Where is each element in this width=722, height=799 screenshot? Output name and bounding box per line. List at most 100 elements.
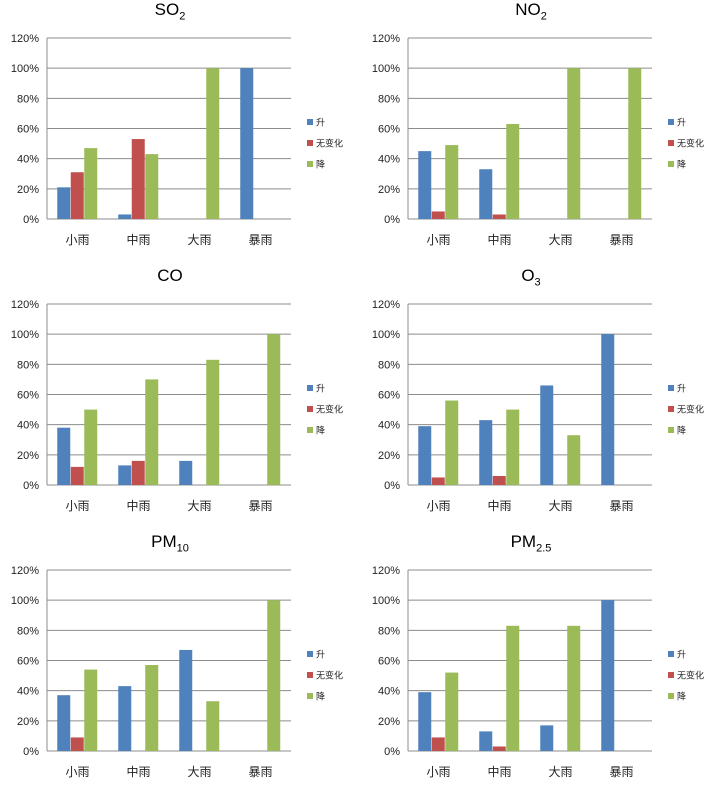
bar-down bbox=[84, 409, 98, 485]
x-category-label: 小雨 bbox=[65, 499, 89, 513]
y-tick-label: 40% bbox=[17, 154, 39, 166]
chart-co: CO 0% 20% 40% 60% 80% 100% 120% 小雨 中雨 大雨 暴雨 升无变化降 bbox=[0, 266, 361, 532]
legend-label-down: 降 bbox=[677, 159, 686, 171]
y-tick-label: 60% bbox=[378, 390, 400, 402]
bar-up bbox=[418, 151, 432, 219]
chart-no2: NO2 0% 20% 40% 60% 80% 100% 120% 小雨 中雨 大雨 暴雨 升无变化降 bbox=[361, 0, 722, 266]
legend-label-nochange: 无变化 bbox=[677, 138, 704, 150]
bar-down bbox=[445, 672, 459, 751]
bar-up bbox=[240, 68, 254, 220]
x-category-label: 大雨 bbox=[187, 499, 211, 513]
chart-title: PM2.5 bbox=[510, 532, 552, 555]
legend-label-down: 降 bbox=[316, 159, 325, 171]
y-tick-label: 100% bbox=[372, 63, 400, 75]
x-category-label: 暴雨 bbox=[248, 765, 272, 779]
bar-nochange bbox=[431, 211, 445, 219]
y-tick-label: 0% bbox=[23, 480, 39, 492]
legend-swatch-nochange bbox=[668, 406, 674, 412]
bar-down bbox=[145, 379, 159, 485]
chart-title: SO2 bbox=[154, 0, 186, 23]
legend-label-up: 升 bbox=[677, 384, 686, 395]
bar-down bbox=[567, 435, 581, 485]
bar-down bbox=[206, 701, 220, 751]
x-category-label: 暴雨 bbox=[248, 499, 272, 513]
bar-down bbox=[506, 409, 520, 485]
legend-swatch-nochange bbox=[307, 672, 313, 678]
legend-swatch-nochange bbox=[668, 140, 674, 146]
legend-swatch-down bbox=[307, 161, 313, 167]
bar-up bbox=[418, 692, 432, 751]
y-tick-label: 120% bbox=[372, 33, 400, 45]
legend-swatch-up bbox=[307, 385, 313, 391]
bar-down bbox=[567, 625, 581, 751]
x-category-label: 中雨 bbox=[487, 498, 511, 513]
x-category-label: 暴雨 bbox=[609, 499, 633, 513]
legend-label-up: 升 bbox=[677, 650, 686, 661]
bar-up bbox=[540, 385, 554, 485]
y-tick-label: 60% bbox=[17, 656, 39, 668]
bar-nochange bbox=[431, 477, 445, 485]
x-category-label: 中雨 bbox=[126, 764, 150, 779]
y-tick-label: 100% bbox=[372, 595, 400, 607]
legend-swatch-nochange bbox=[307, 140, 313, 146]
bar-nochange bbox=[431, 737, 445, 751]
bar-up bbox=[179, 649, 193, 751]
y-tick-label: 80% bbox=[378, 625, 400, 637]
y-tick-label: 120% bbox=[11, 565, 39, 577]
legend-swatch-up bbox=[307, 119, 313, 125]
legend-swatch-nochange bbox=[307, 406, 313, 412]
legend-swatch-down bbox=[668, 161, 674, 167]
y-tick-label: 20% bbox=[17, 716, 39, 728]
bar-up bbox=[57, 427, 71, 485]
legend-swatch-up bbox=[668, 119, 674, 125]
bar-down bbox=[267, 334, 281, 485]
bar-down bbox=[506, 123, 520, 219]
bar-nochange bbox=[70, 172, 84, 219]
bar-down bbox=[445, 400, 459, 485]
legend-label-down: 降 bbox=[316, 425, 325, 437]
x-category-label: 大雨 bbox=[187, 765, 211, 779]
y-tick-label: 20% bbox=[378, 184, 400, 196]
bar-down bbox=[206, 359, 220, 485]
legend-label-nochange: 无变化 bbox=[677, 670, 704, 682]
x-category-label: 中雨 bbox=[126, 498, 150, 513]
legend-swatch-nochange bbox=[668, 672, 674, 678]
x-category-label: 暴雨 bbox=[248, 233, 272, 247]
y-tick-label: 60% bbox=[378, 124, 400, 136]
bar-down bbox=[84, 669, 98, 751]
bar-down bbox=[145, 665, 159, 751]
legend-label-nochange: 无变化 bbox=[316, 138, 343, 150]
legend-swatch-down bbox=[307, 693, 313, 699]
y-tick-label: 0% bbox=[384, 480, 400, 492]
y-tick-label: 40% bbox=[17, 420, 39, 432]
bar-up bbox=[418, 426, 432, 485]
legend-swatch-down bbox=[668, 693, 674, 699]
legend-swatch-down bbox=[307, 427, 313, 433]
y-tick-label: 60% bbox=[17, 390, 39, 402]
bar-up bbox=[601, 600, 615, 751]
y-tick-label: 80% bbox=[17, 625, 39, 637]
x-category-label: 中雨 bbox=[487, 764, 511, 779]
bar-down bbox=[567, 68, 581, 220]
legend-label-up: 升 bbox=[316, 118, 325, 129]
x-category-label: 大雨 bbox=[548, 765, 572, 779]
bar-up bbox=[118, 465, 132, 485]
x-category-label: 大雨 bbox=[548, 499, 572, 513]
y-tick-label: 120% bbox=[372, 299, 400, 311]
y-tick-label: 0% bbox=[384, 746, 400, 758]
bar-nochange bbox=[70, 466, 84, 485]
bar-up bbox=[57, 187, 71, 219]
bar-nochange bbox=[70, 737, 84, 751]
legend-label-up: 升 bbox=[316, 650, 325, 661]
bar-down bbox=[445, 145, 459, 219]
legend-swatch-up bbox=[668, 651, 674, 657]
y-tick-label: 60% bbox=[378, 656, 400, 668]
chart-title: O3 bbox=[521, 266, 541, 289]
y-tick-label: 80% bbox=[378, 359, 400, 371]
